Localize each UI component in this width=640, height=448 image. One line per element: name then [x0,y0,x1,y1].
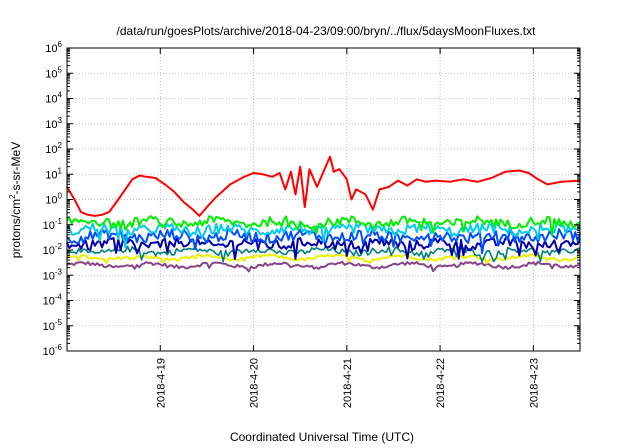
series-line [66,215,581,237]
x-axis-label: Coordinated Universal Time (UTC) [230,430,414,444]
series-lines [66,155,581,273]
y-tick-label: 104 [45,91,62,106]
y-axis-label-prefix: protons/cm [9,199,23,258]
chart-title: /data/run/goesPlots/archive/2018-04-23/0… [117,24,537,38]
y-axis-label-exponent: 2 [8,194,17,199]
grid [67,48,580,351]
y-axis-label-suffix: -s-sr-MeV [9,142,23,195]
plot-frame [66,47,581,352]
x-axis: 2018-4-19 2018-4-20 2018-4-21 2018-4-22 2018… [155,48,540,408]
y-tick-label: 100 [45,192,62,207]
y-axis-label: protons/cm2-s-sr-MeV [8,142,23,258]
x-tick-label: 2018-4-23 [528,358,540,408]
y-tick-label: 103 [45,116,62,131]
x-tick-label: 2018-4-22 [435,358,447,408]
y-axis: 10-6 10-5 10-4 10-3 10-2 10-1 100 101 102 103 104 1… [43,40,580,358]
y-tick-label: 106 [45,40,62,55]
x-tick-label: 2018-4-20 [249,358,261,408]
y-tick-label: 10-2 [43,242,63,257]
series-line [66,245,581,263]
y-tick-label: 10-1 [43,217,63,232]
y-tick-label: 101 [45,166,62,181]
x-tick-label: 2018-4-19 [155,358,167,408]
x-tick-label: 2018-4-21 [342,358,354,408]
y-tick-label: 10-3 [43,267,63,282]
y-tick-label: 105 [45,65,62,80]
y-tick-label: 10-5 [43,318,63,333]
y-tick-label: 102 [45,141,62,156]
y-tick-label: 10-6 [43,343,63,358]
series-line [66,155,581,217]
series-line [66,260,581,273]
y-tick-label: 10-4 [43,293,63,308]
series-line [66,222,581,249]
